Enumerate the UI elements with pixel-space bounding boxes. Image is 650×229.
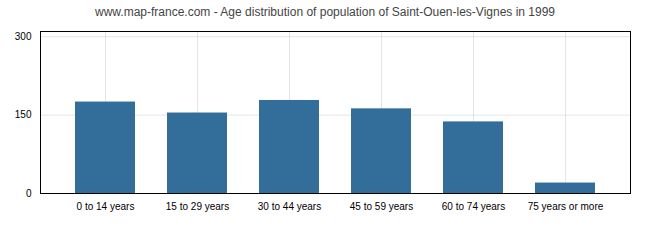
svg-text:75 years or more: 75 years or more [528,201,604,212]
html-text:www.map-france.com - Age distr: www.map-france.com - Age distribution of… [95,5,555,19]
svg-text:60 to 74 years: 60 to 74 years [442,201,505,212]
svg-text:300: 300 [15,31,32,42]
svg-text:30 to 44 years: 30 to 44 years [258,201,321,212]
svg-text:15 to 29 years: 15 to 29 years [166,201,229,212]
svg-text:150: 150 [15,109,32,120]
svg-text:45 to 59 years: 45 to 59 years [350,201,413,212]
svg-text:0: 0 [26,188,32,199]
svg-text:0 to 14 years: 0 to 14 years [77,201,135,212]
